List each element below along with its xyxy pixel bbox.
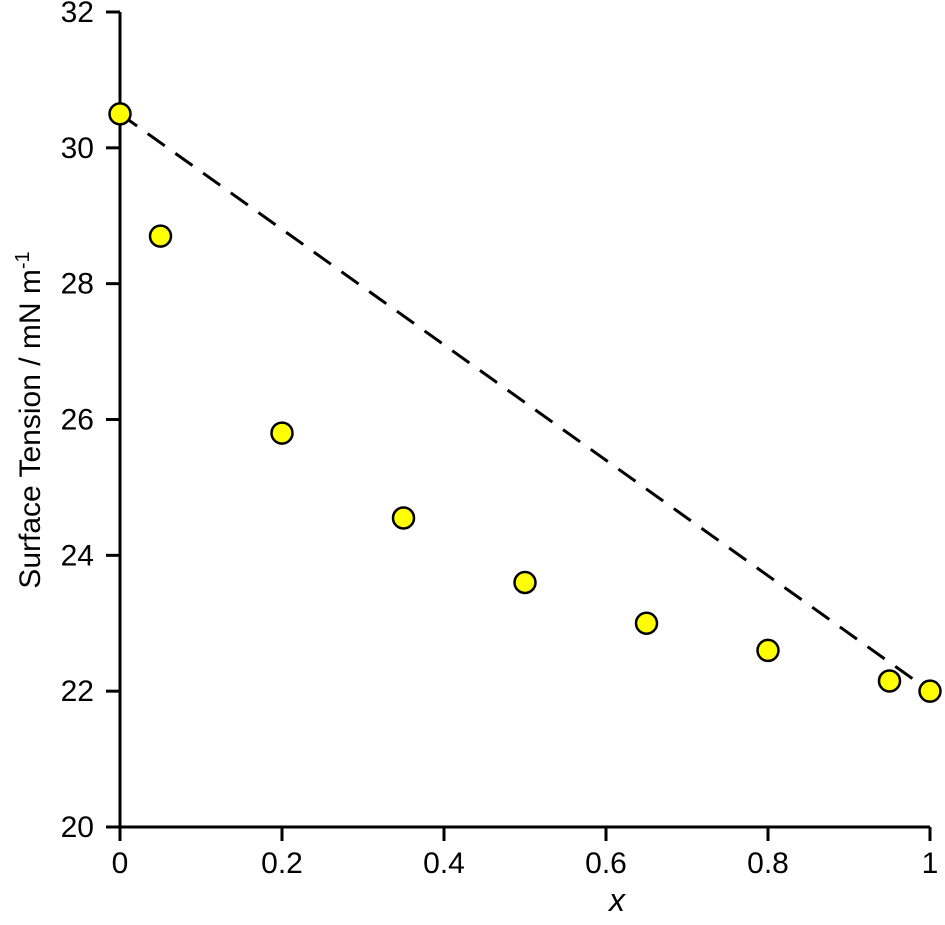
y-tick-label: 32 xyxy=(61,0,94,29)
data-point xyxy=(877,669,902,693)
y-tick-label: 28 xyxy=(61,268,94,301)
data-point xyxy=(270,421,294,445)
y-tick-label: 20 xyxy=(61,811,94,844)
y-tick-label: 30 xyxy=(61,132,94,165)
data-point xyxy=(148,224,173,248)
y-axis-label-text: Surface Tension / mN m xyxy=(14,269,47,589)
y-axis-label-superscript: -1 xyxy=(12,251,34,270)
x-tick-label: 1 xyxy=(922,847,939,880)
data-point xyxy=(634,611,659,635)
x-tick-label: 0.8 xyxy=(747,847,789,880)
y-tick-label: 24 xyxy=(61,539,94,572)
data-point xyxy=(108,102,132,126)
y-tick-label: 22 xyxy=(61,675,94,708)
data-point xyxy=(756,638,780,663)
data-point xyxy=(391,506,416,530)
x-tick-label: 0.6 xyxy=(585,847,627,880)
y-axis-label: Surface Tension / mN m-1 xyxy=(12,251,48,588)
data-point xyxy=(918,679,942,703)
data-point xyxy=(513,570,537,595)
ideal-mixing-dashed-line xyxy=(119,112,931,693)
x-tick-label: 0 xyxy=(112,847,129,880)
x-axis-label: x xyxy=(609,882,625,918)
y-tick-label: 26 xyxy=(61,404,94,437)
x-tick-label: 0.2 xyxy=(261,847,303,880)
x-tick-label: 0.4 xyxy=(423,847,465,880)
